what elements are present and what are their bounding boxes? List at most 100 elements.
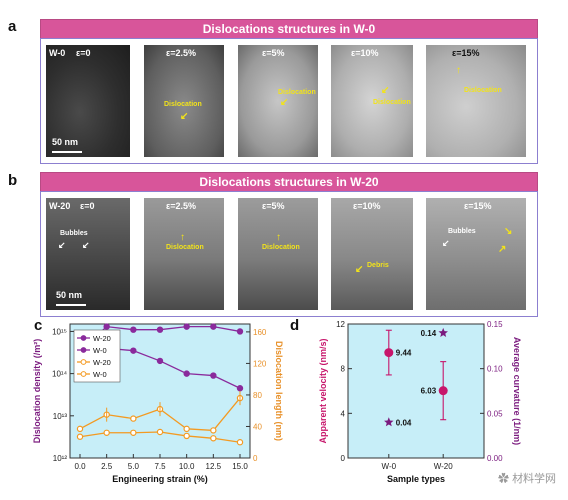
legend-label: W-20: [93, 358, 111, 367]
data-point: [210, 372, 217, 379]
curvature-star: [384, 417, 394, 427]
debris-annotation: Debris: [367, 262, 389, 269]
y-left-tick-label: 10¹⁴: [52, 370, 68, 379]
arrow-icon: ↑: [276, 232, 281, 243]
x-tick-label: 10.0: [179, 462, 195, 471]
watermark: ✿ 材料学网: [498, 470, 556, 486]
data-point: [156, 428, 164, 436]
tem-image-w0-e5: ε=5% Dislocation ↙: [238, 45, 318, 157]
legend-label: W-0: [93, 346, 107, 355]
data-point: [183, 425, 190, 433]
dislocation-annotation: Dislocation: [464, 87, 502, 94]
y-left-tick-label: 4: [341, 409, 346, 418]
scale-label: 50 nm: [52, 137, 79, 147]
velocity-label: 9.44: [396, 349, 412, 358]
data-point: [183, 432, 190, 440]
data-point: [183, 323, 190, 330]
dislocation-annotation: Dislocation: [262, 244, 300, 251]
y-right-tick-label: 0: [253, 454, 258, 463]
strain-label: ε=5%: [262, 48, 285, 58]
strain-label: ε=5%: [262, 201, 285, 211]
y-left-tick-label: 8: [341, 365, 346, 374]
strain-label: ε=15%: [464, 201, 492, 211]
arrow-icon: ↗: [498, 244, 507, 255]
strain-label: ε=2.5%: [166, 48, 197, 58]
y-right-tick-label: 0.10: [487, 365, 503, 374]
panel-b-image-row: W-20 ε=0 Bubbles ↙ ↙ 50 nm ε=2.5% Disloc…: [40, 191, 538, 317]
y-left-tick-label: 12: [336, 320, 345, 329]
y-left-axis-label: Apparent velocity (nm/s): [318, 338, 328, 443]
arrow-icon: ↙: [58, 240, 66, 250]
data-point: [236, 439, 244, 446]
curvature-label: 0.14: [421, 329, 437, 338]
x-tick-label: W-20: [434, 462, 454, 471]
dislocation-annotation: Dislocation: [164, 101, 202, 108]
arrow-icon: ↑: [180, 232, 185, 243]
data-point: [236, 328, 244, 335]
strain-label: ε=15%: [452, 48, 480, 58]
strain-label: ε=0: [80, 201, 95, 211]
legend-marker: [80, 347, 87, 353]
tem-image-w0-e0: W-0 ε=0 50 nm: [46, 45, 130, 157]
velocity-point: [438, 386, 448, 396]
velocity-point: [384, 348, 394, 358]
data-point: [130, 326, 137, 333]
dislocation-annotation: Dislocation: [278, 89, 316, 96]
data-point: [130, 429, 137, 436]
x-tick-label: 2.5: [101, 462, 113, 471]
curvature-star: [438, 327, 448, 337]
x-axis-label: Engineering strain (%): [112, 474, 208, 484]
panel-d-letter: d: [290, 317, 300, 334]
arrow-icon: ↙: [442, 238, 450, 248]
x-tick-label: 12.5: [206, 462, 222, 471]
arrow-icon: ↙: [381, 85, 390, 96]
data-point: [156, 326, 164, 333]
panel-b-letter: b: [8, 172, 18, 189]
watermark-text: 材料学网: [512, 473, 557, 485]
sample-label: W-20: [49, 201, 71, 211]
chart-d-velocity-curvature: 0 4 8 12 0.00 0.05 0.10 0.15 W-0 W-20 Sample types…: [318, 320, 522, 484]
arrow-icon: ↙: [355, 264, 364, 275]
y-right-tick-label: 120: [253, 359, 267, 368]
data-point: [103, 429, 110, 436]
tem-image-w0-e2-5: ε=2.5% Dislocation ↙: [144, 45, 224, 157]
data-point: [130, 347, 137, 354]
bubbles-annotation: Bubbles: [448, 228, 476, 235]
y-right-tick-label: 0.05: [487, 409, 503, 418]
arrow-icon: ↑: [456, 65, 461, 76]
legend-label: W-20: [93, 334, 111, 343]
tem-image-w20-e10: ε=10% Debris ↙: [331, 198, 413, 310]
strain-label: ε=10%: [353, 201, 381, 211]
y-left-tick-label: 10¹²: [53, 454, 68, 463]
tem-image-w20-e2-5: ε=2.5% Dislocation ↑: [144, 198, 224, 310]
y-right-tick-label: 160: [253, 328, 267, 337]
scale-bar: [52, 151, 82, 153]
legend-marker: [80, 359, 87, 365]
data-point: [76, 425, 84, 433]
x-tick-label: 5.0: [128, 462, 140, 471]
tem-image-w20-e15: ε=15% Bubbles ↙ ↘ ↗: [426, 198, 526, 310]
data-point: [130, 415, 137, 422]
sample-label: W-0: [49, 48, 66, 58]
tem-image-w20-e0: W-20 ε=0 Bubbles ↙ ↙ 50 nm: [46, 198, 130, 310]
y-right-axis-label: Average curvature (1/nm): [512, 337, 522, 445]
arrow-icon: ↙: [280, 97, 289, 108]
velocity-label: 6.03: [421, 387, 437, 396]
y-right-tick-label: 0.00: [487, 454, 503, 463]
curvature-label: 0.04: [396, 418, 412, 427]
chart-c-dislocation: 10¹² 10¹³ 10¹⁴ 10¹⁵ 0 40 80 120 160 0.0 2.5 5.0 7.5 1…: [32, 323, 284, 484]
legend-label: W-0: [93, 370, 107, 379]
strain-label: ε=0: [76, 48, 91, 58]
tem-image-w0-e15: ε=15% Dislocation ↑: [426, 45, 526, 157]
data-point: [210, 427, 217, 434]
panel-a-title: Dislocations structures in W-0: [40, 19, 538, 39]
y-left-tick-label: 10¹³: [53, 412, 68, 421]
dislocation-annotation: Dislocation: [166, 244, 204, 251]
data-point: [103, 323, 110, 330]
data-point: [210, 435, 217, 442]
bubbles-annotation: Bubbles: [60, 230, 88, 237]
strain-label: ε=2.5%: [166, 201, 197, 211]
panel-a-letter: a: [8, 18, 17, 35]
data-point: [76, 433, 84, 440]
legend-marker: [80, 335, 87, 341]
